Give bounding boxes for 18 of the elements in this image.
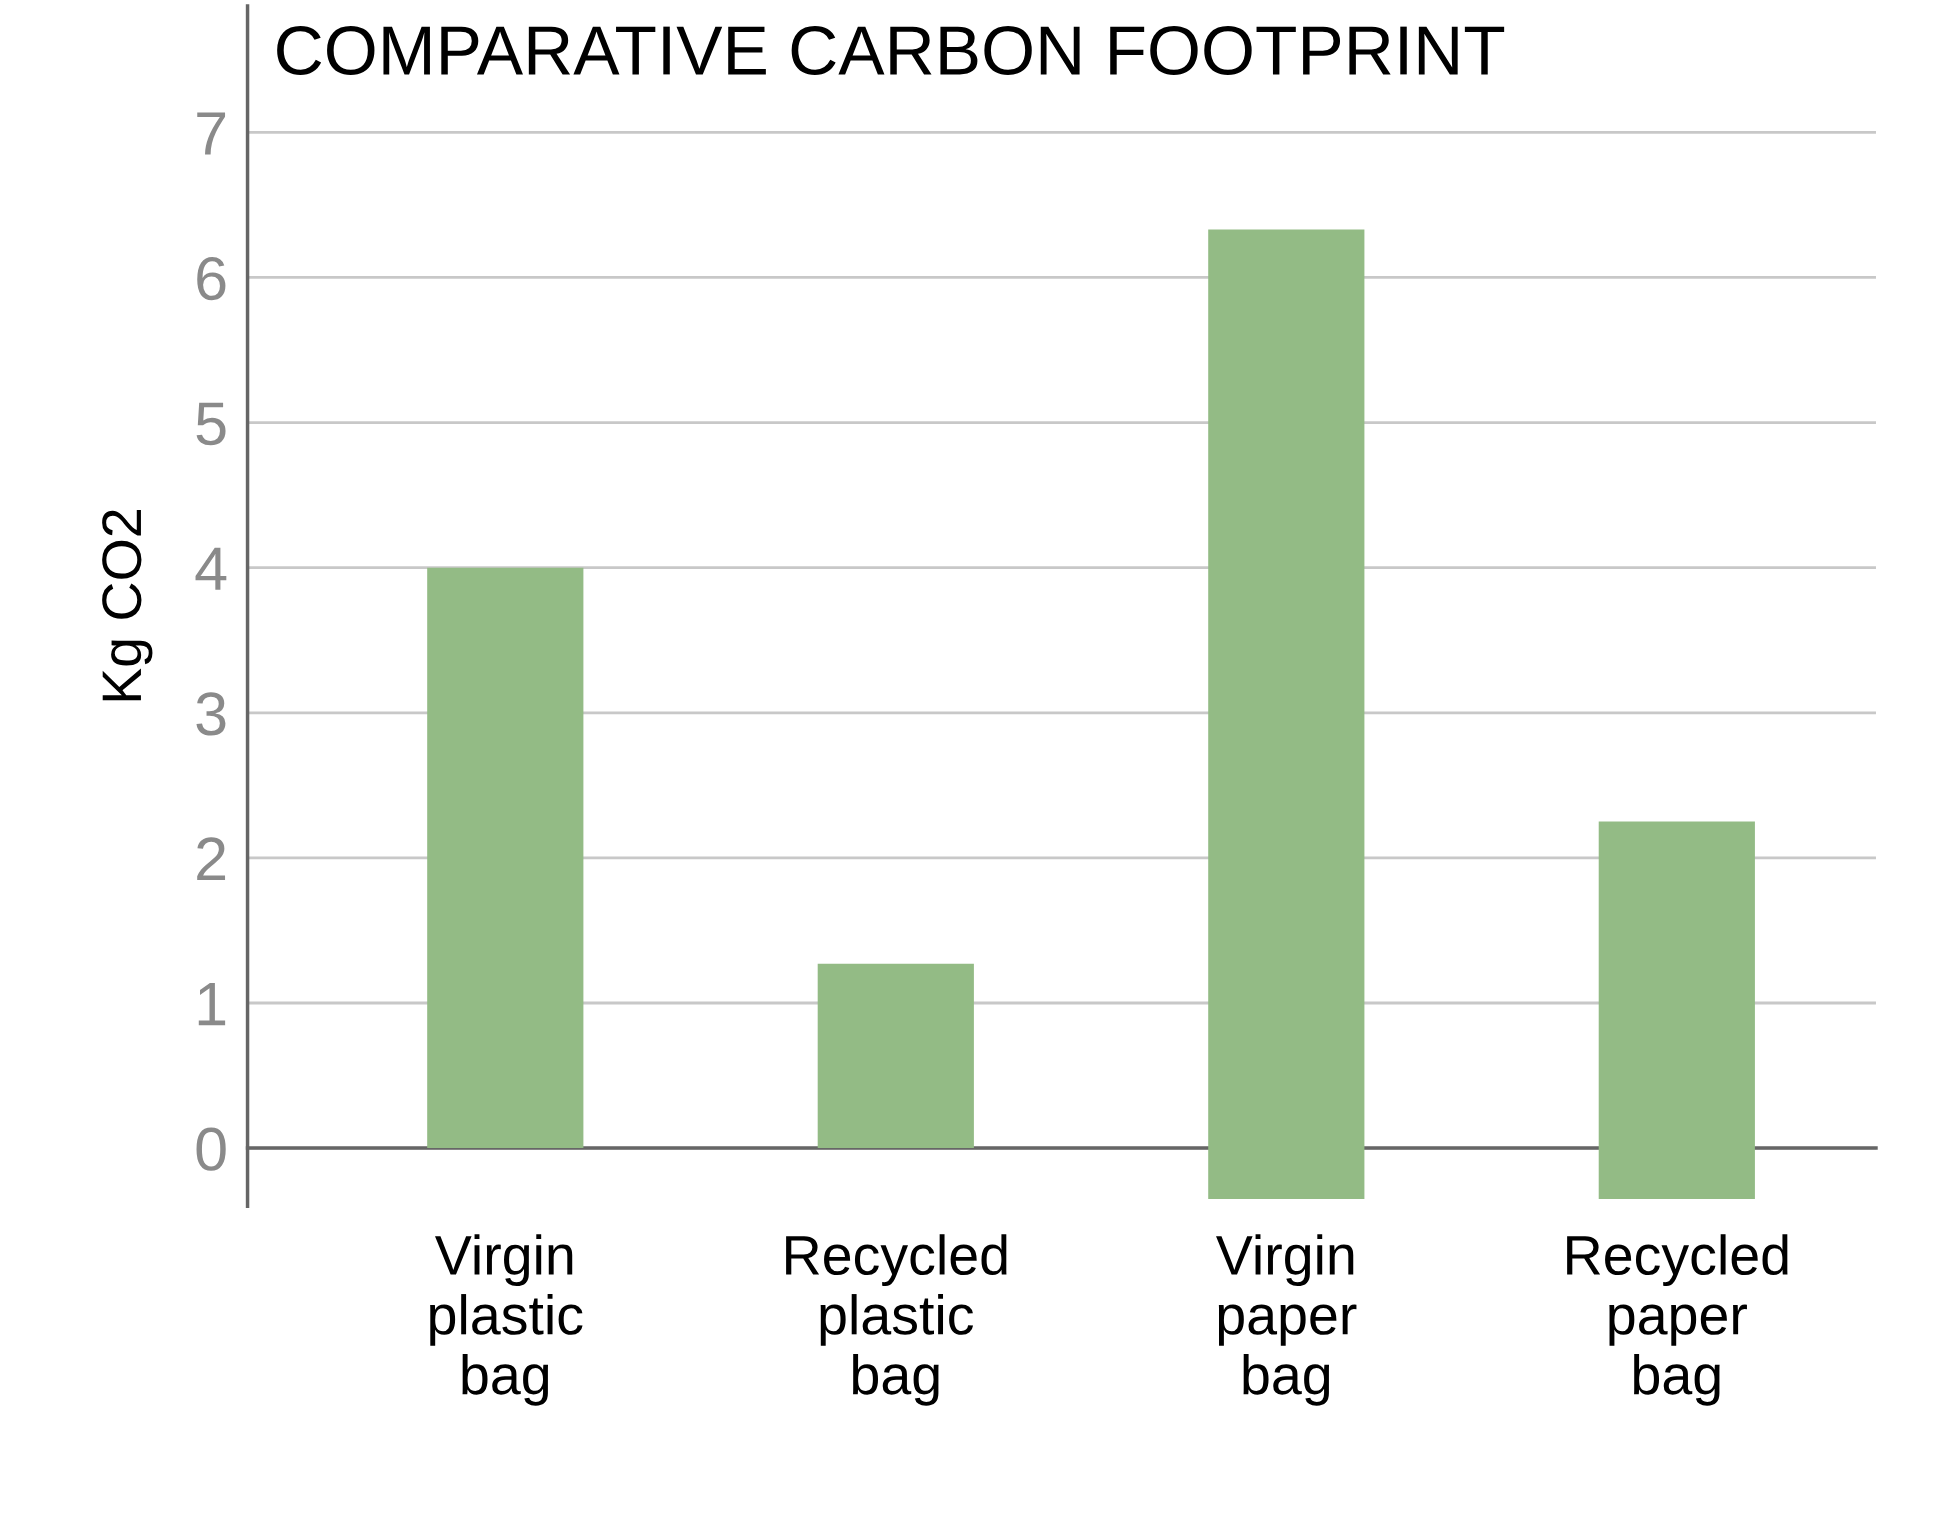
x-tick-label: Recycled plastic bag	[786, 1234, 1007, 1406]
y-tick-label: 4	[195, 547, 227, 590]
y-tick-label: 1	[198, 983, 226, 1026]
bar	[817, 963, 974, 1149]
bar	[1598, 821, 1755, 1199]
y-axis-title: Kg CO2	[102, 510, 153, 701]
y-tick-label: 2	[197, 837, 226, 881]
chart-title: COMPARATIVE CARBON FOOTPRINT	[277, 25, 1505, 76]
y-tick-label: 5	[196, 402, 226, 446]
y-tick-label: 0	[196, 1127, 226, 1171]
bar	[427, 567, 584, 1149]
x-tick-label: Virgin paper bag	[1216, 1234, 1357, 1406]
x-tick-label: Virgin plastic bag	[430, 1234, 583, 1406]
y-tick-label: 3	[196, 692, 226, 736]
bar	[1208, 229, 1365, 1199]
x-tick-label: Recycled paper bag	[1567, 1234, 1788, 1406]
y-tick-label: 6	[197, 256, 226, 301]
y-tick-label: 7	[197, 112, 226, 155]
